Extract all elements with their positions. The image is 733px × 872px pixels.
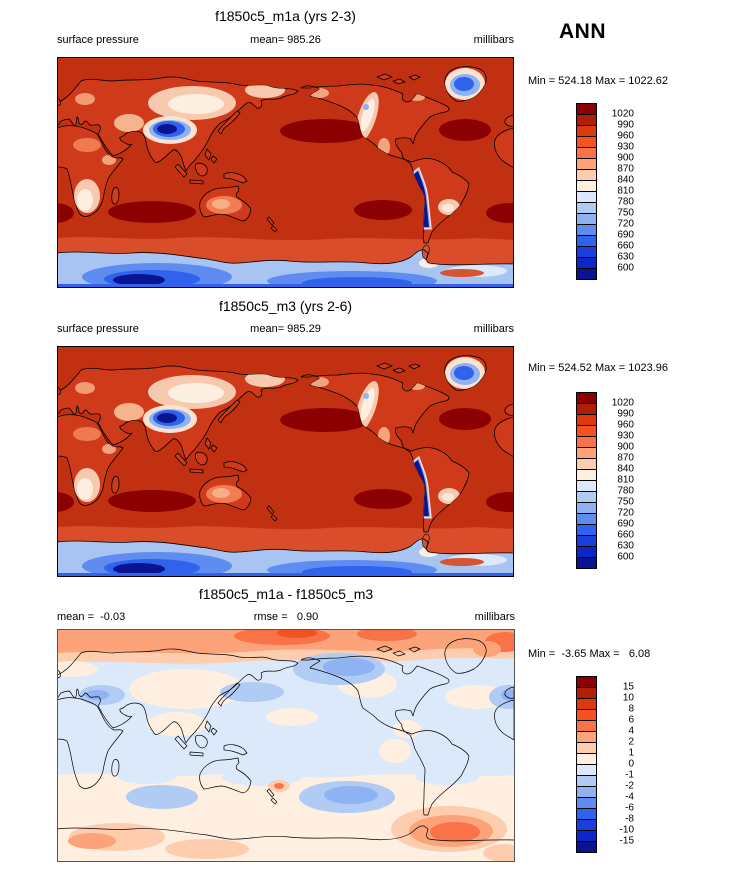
colorbar-segment [576, 268, 597, 280]
colorbar-tick-label: 660 [617, 240, 634, 252]
colorbar-tick-label: 630 [617, 540, 634, 552]
antarctica-pressure-detail [57, 258, 514, 288]
diff-southern-positive-band [57, 768, 515, 862]
panel1-units-label: millibars [473, 34, 514, 46]
panel1-colorbar: 1020 990 960 930 900 870 840 810 780 750 720 690 660… [576, 103, 634, 280]
panel2-minmax-label: Min = 524.52 Max = 1023.96 [528, 362, 669, 374]
colorbar-tick-label: 600 [617, 551, 634, 563]
greenland-terrain-pressure [445, 68, 485, 100]
colorbar-tick-label: 1020 [611, 108, 634, 120]
panel2-mean-label: mean= 985.29 [250, 323, 321, 335]
panel2-map-surface-pressure [57, 346, 514, 577]
eurasia-terrain-pressure [75, 82, 285, 144]
colorbar-tick-label: 960 [617, 130, 634, 142]
panel1-header-row: surface pressure mean= 985.26 millibars [57, 34, 514, 48]
colorbar-tick-label: 1020 [611, 397, 634, 409]
colorbar-tick-label: 750 [617, 496, 634, 508]
colorbar-tick-label: 720 [617, 218, 634, 230]
panel2-header-row: surface pressure mean= 985.29 millibars [57, 323, 514, 337]
colorbar-tick-label: -1 [625, 769, 634, 781]
panel2-colorbar: 1020 990 960 930 900 870 840 810 780 750 720 690 660… [576, 392, 634, 569]
colorbar-tick-label: 960 [617, 419, 634, 431]
colorbar-tick-label: -10 [619, 824, 634, 836]
colorbar-tick-label: 8 [628, 703, 634, 715]
colorbar-segment [576, 841, 597, 853]
colorbar-tick-label: 10 [622, 692, 634, 704]
colorbar-tick-label: 690 [617, 229, 634, 241]
colorbar-tick-label: 600 [617, 262, 634, 274]
panel2-units-label: millibars [473, 323, 514, 335]
colorbar-tick-label: 870 [617, 452, 634, 464]
colorbar-tick-label: 780 [617, 196, 634, 208]
colorbar-segment [576, 557, 597, 569]
colorbar-tick-label: 6 [628, 714, 634, 726]
season-label: ANN [559, 20, 606, 43]
map-frame [57, 57, 514, 288]
africa-terrain-pressure [73, 138, 116, 213]
panel3-rmse-label: rmse = 0.90 [253, 611, 319, 623]
australia-terrain-pressure [206, 196, 242, 214]
colorbar-tick-label: 840 [617, 174, 634, 186]
colorbar-tick-label: 870 [617, 163, 634, 175]
colorbar-tick-label: 840 [617, 463, 634, 475]
colorbar-tick-label: 810 [617, 474, 634, 486]
colorbar-tick-label: -6 [625, 802, 634, 814]
colorbar-tick-label: 4 [628, 725, 634, 737]
colorbar-tick-label: 750 [617, 207, 634, 219]
colorbar-tick-label: 930 [617, 141, 634, 153]
colorbar-tick-label: 810 [617, 185, 634, 197]
colorbar-tick-label: 990 [617, 119, 634, 131]
colorbar-tick-label: 900 [617, 441, 634, 453]
panel3-colorbar: 15 10 8 6 4 2 1 0 -1 -2 -4 -6 -8 -10 -15 [576, 676, 634, 853]
panel3-mean-label: mean = -0.03 [57, 611, 126, 623]
panel1-minmax-label: Min = 524.18 Max = 1022.62 [528, 75, 669, 87]
panel2-variable-label: surface pressure [57, 323, 139, 335]
subtropical-high-cells [57, 119, 514, 223]
panel3-minmax-label: Min = -3.65 Max = 6.08 [528, 648, 651, 660]
diff-map-frame [57, 629, 515, 862]
colorbar-tick-label: 720 [617, 507, 634, 519]
panel1-variable-label: surface pressure [57, 34, 139, 46]
colorbar-tick-label: 930 [617, 430, 634, 442]
colorbar-tick-label: 900 [617, 152, 634, 164]
panel3-title: f1850c5_m1a - f1850c5_m3 [198, 586, 374, 602]
panel3-units-label: millibars [474, 611, 515, 623]
colorbar-tick-label: 1 [628, 747, 634, 759]
panel1-map-surface-pressure [57, 57, 514, 288]
colorbar-tick-label: 630 [617, 251, 634, 263]
panel2-title: f1850c5_m3 (yrs 2-6) [218, 298, 353, 314]
colorbar-tick-label: 0 [628, 758, 634, 770]
colorbar-tick-label: -8 [625, 813, 634, 825]
colorbar-tick-label: 780 [617, 485, 634, 497]
colorbar-tick-label: 660 [617, 529, 634, 541]
panel3-header-row: mean = -0.03 rmse = 0.90 millibars [57, 611, 515, 625]
colorbar-tick-label: -2 [625, 780, 634, 792]
panel1-mean-label: mean= 985.26 [250, 34, 321, 46]
colorbar-tick-label: 2 [628, 736, 634, 748]
colorbar-tick-label: 990 [617, 408, 634, 420]
colorbar-tick-label: 15 [622, 681, 634, 693]
colorbar-tick-label: -15 [619, 835, 634, 847]
colorbar-tick-label: 690 [617, 518, 634, 530]
panel1-title: f1850c5_m1a (yrs 2-3) [215, 8, 356, 24]
colorbar-tick-label: -4 [625, 791, 634, 803]
panel3-map-difference [57, 629, 515, 862]
